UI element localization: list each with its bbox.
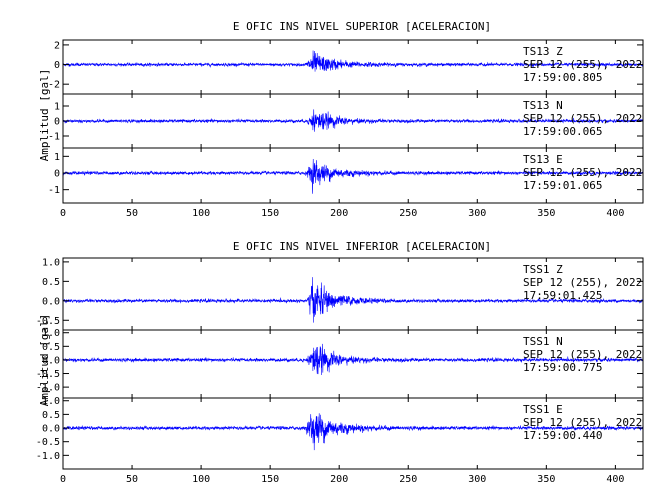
- y-tick-label: 1.0: [42, 257, 60, 268]
- channel-label: TSS1 E: [523, 403, 563, 416]
- x-tick-label: 300: [468, 208, 486, 219]
- x-tick-label: 400: [606, 474, 624, 485]
- chart-upper: E OFIC INS NIVEL SUPERIOR [ACELERACION] …: [38, 20, 644, 219]
- chart-upper-title: E OFIC INS NIVEL SUPERIOR [ACELERACION]: [233, 20, 491, 33]
- channel-time: 17:59:00.065: [523, 125, 602, 138]
- channel-time: 17:59:01.425: [523, 289, 602, 302]
- x-tick-label: 100: [192, 208, 210, 219]
- x-tick-label: 150: [261, 208, 279, 219]
- y-tick-label: 0.0: [42, 296, 60, 307]
- x-tick-label: 0: [60, 474, 66, 485]
- channel-time: 17:59:00.775: [523, 361, 602, 374]
- y-tick-label: -1: [48, 185, 60, 196]
- channel-date: SEP 12 (255), 2022: [523, 58, 642, 71]
- channel-label: TSS1 Z: [523, 263, 563, 276]
- y-tick-label: -1: [48, 132, 60, 143]
- channel-time: 17:59:00.440: [523, 429, 602, 442]
- x-tick-label: 350: [537, 474, 555, 485]
- channel-label: TSS1 N: [523, 335, 563, 348]
- y-tick-label: 0.5: [42, 410, 60, 421]
- channel-date: SEP 12 (255), 2022: [523, 348, 642, 361]
- y-tick-label: -0.5: [36, 437, 60, 448]
- y-tick-label: 1.0: [42, 328, 60, 339]
- y-tick-label: -2: [48, 80, 60, 91]
- panel-frame: [62, 147, 644, 204]
- channel-date: SEP 12 (255), 2022: [523, 112, 642, 125]
- channel-date: SEP 12 (255), 2022: [523, 276, 642, 289]
- y-tick-label: 0: [54, 60, 60, 71]
- channel-time: 17:59:01.065: [523, 179, 602, 192]
- series-line-TSS1-N: [63, 343, 643, 375]
- y-tick-label: 1: [54, 102, 60, 113]
- x-tick-label: 250: [399, 208, 417, 219]
- y-tick-label: 0: [54, 117, 60, 128]
- series-line-TSS1-Z: [63, 277, 643, 323]
- channel-label: TS13 N: [523, 99, 563, 112]
- x-tick-label: 400: [606, 208, 624, 219]
- chart-lower: E OFIC INS NIVEL INFERIOR [ACELERACION] …: [36, 240, 644, 485]
- series-line-TS13-N: [63, 109, 643, 132]
- x-tick-label: 0: [60, 208, 66, 219]
- series-line-TS13-E: [63, 158, 643, 194]
- y-tick-label: 0.0: [42, 424, 60, 435]
- y-tick-label: 2: [54, 40, 60, 51]
- y-tick-label: 1.0: [42, 396, 60, 407]
- channel-label: TS13 E: [523, 153, 563, 166]
- chart-lower-title: E OFIC INS NIVEL INFERIOR [ACELERACION]: [233, 240, 491, 253]
- y-tick-label: -0.5: [36, 316, 60, 327]
- y-tick-label: -1.0: [36, 451, 60, 462]
- channel-time: 17:59:00.805: [523, 71, 602, 84]
- x-tick-label: 100: [192, 474, 210, 485]
- y-tick-label: 1: [54, 152, 60, 163]
- x-tick-label: 200: [330, 474, 348, 485]
- x-tick-label: 50: [126, 208, 138, 219]
- chart-lower-ylabel: Amplitud [gal]: [38, 314, 51, 407]
- series-line-TS13-Z: [63, 50, 643, 72]
- channel-date: SEP 12 (255), 2022: [523, 416, 642, 429]
- x-tick-label: 50: [126, 474, 138, 485]
- channel-label: TS13 Z: [523, 45, 563, 58]
- channel-date: SEP 12 (255), 2022: [523, 166, 642, 179]
- x-tick-label: 350: [537, 208, 555, 219]
- series-line-TSS1-E: [63, 413, 643, 451]
- y-tick-label: 0.5: [42, 342, 60, 353]
- y-tick-label: 0.0: [42, 355, 60, 366]
- y-tick-label: -0.5: [36, 369, 60, 380]
- panel-frame: [62, 397, 644, 470]
- x-tick-label: 250: [399, 474, 417, 485]
- x-tick-label: 150: [261, 474, 279, 485]
- y-tick-label: 0.5: [42, 277, 60, 288]
- chart-upper-ylabel: Amplitud [gal]: [38, 69, 51, 162]
- y-tick-label: -1.0: [36, 383, 60, 394]
- y-tick-label: 0: [54, 169, 60, 180]
- x-tick-label: 200: [330, 208, 348, 219]
- x-tick-label: 300: [468, 474, 486, 485]
